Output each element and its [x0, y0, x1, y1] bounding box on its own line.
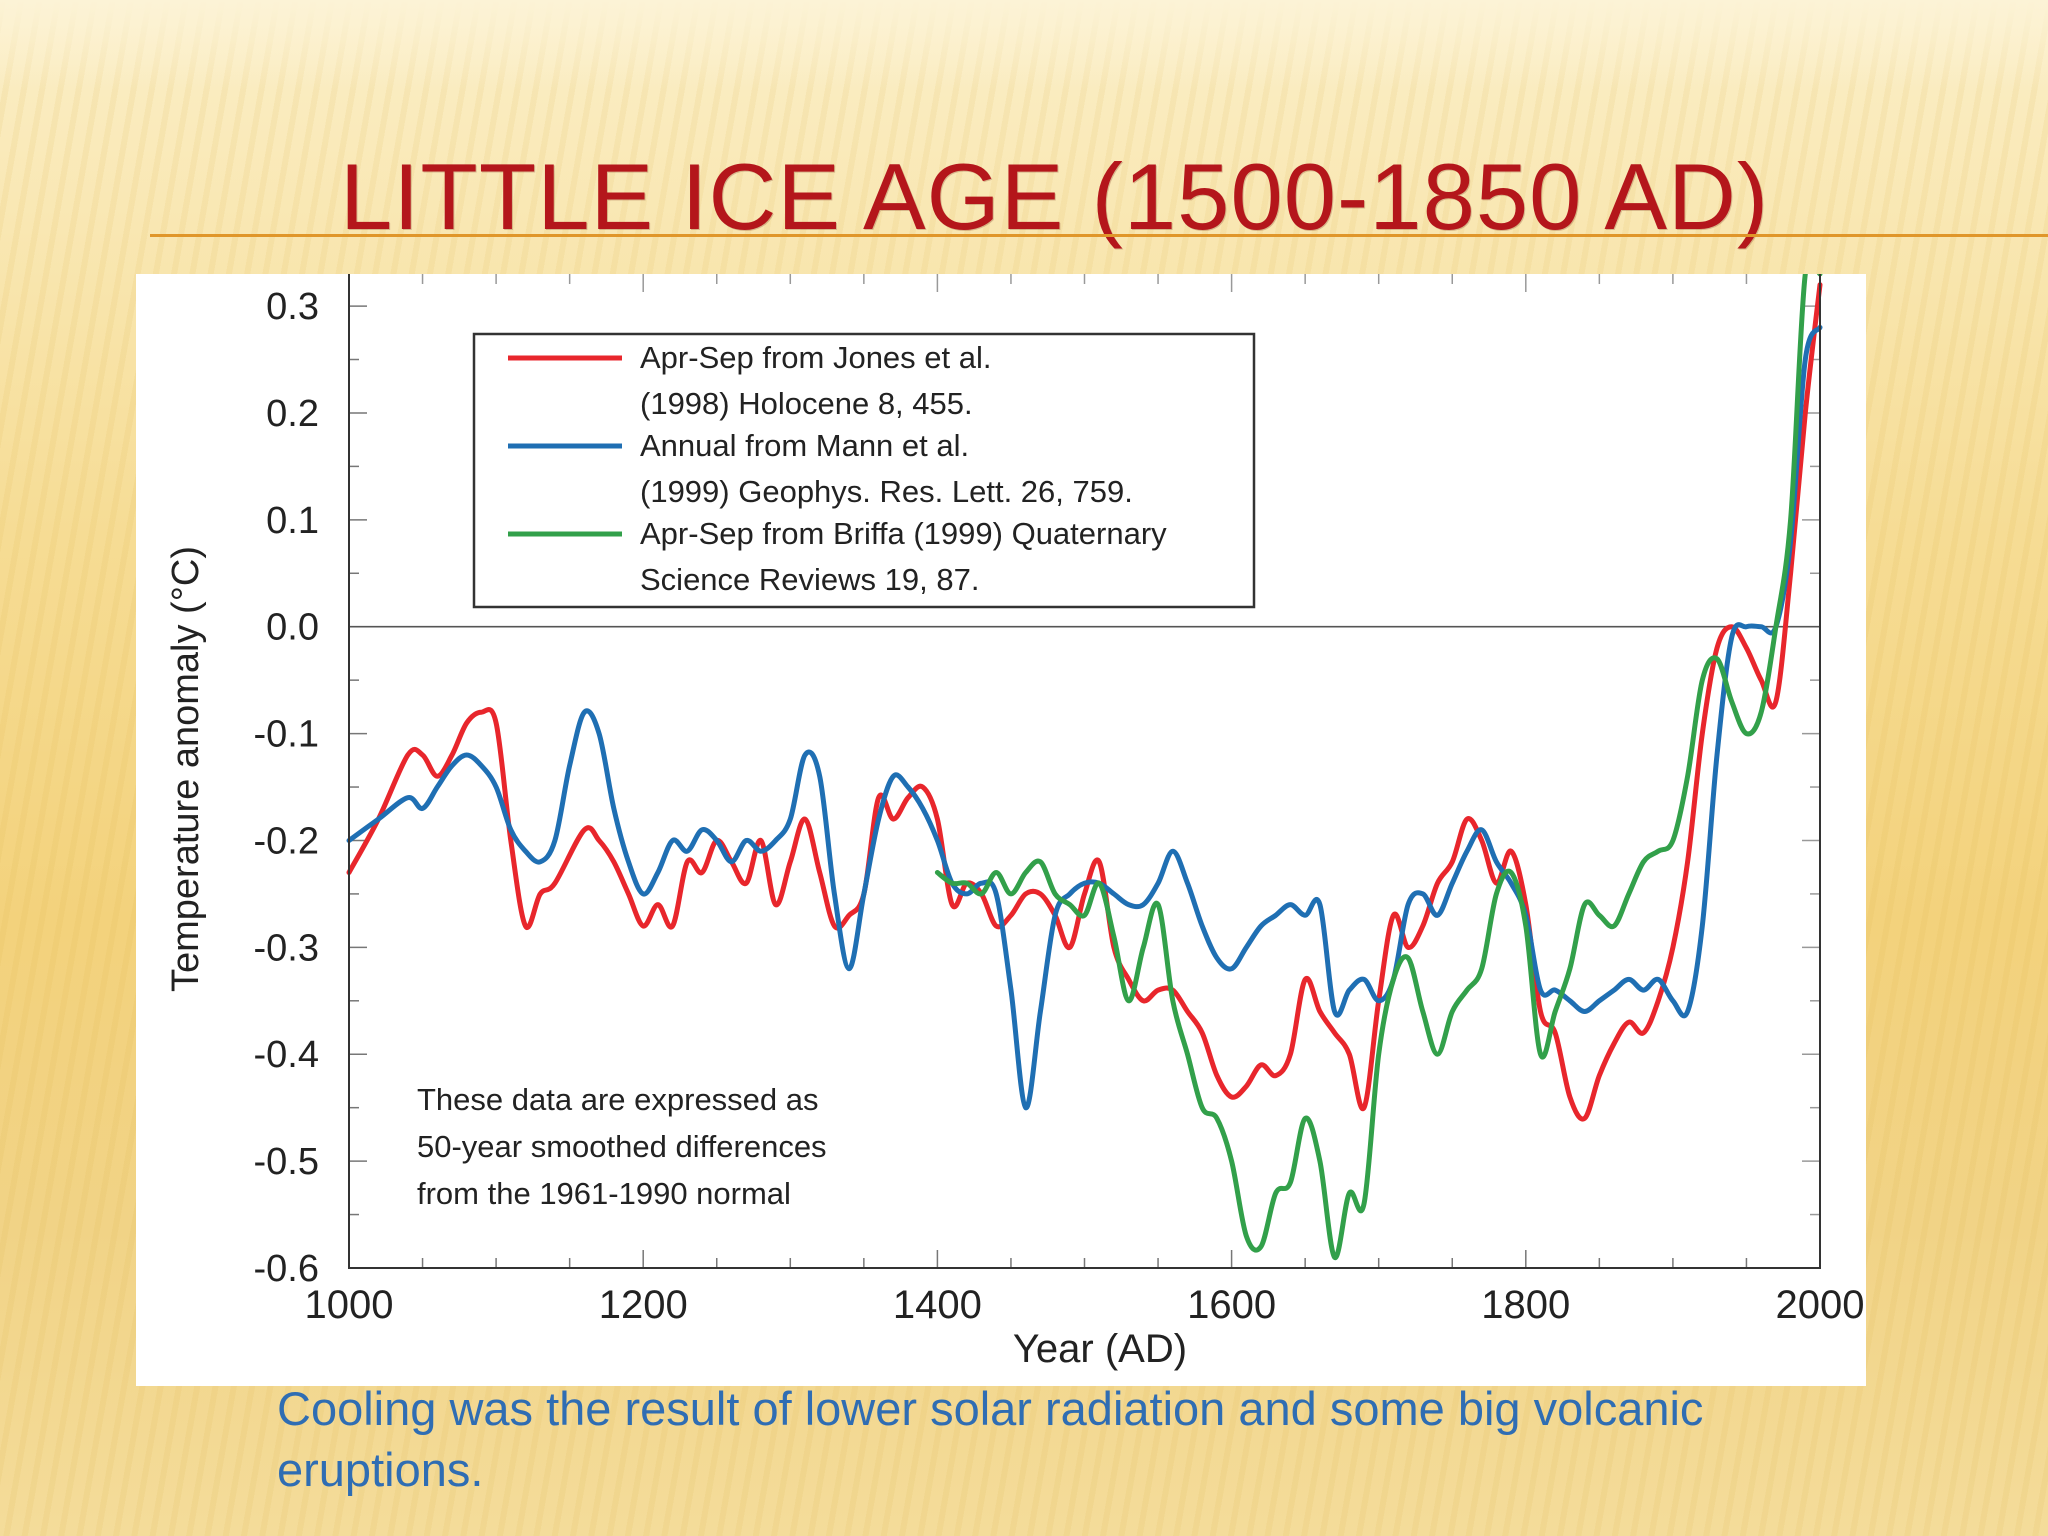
y-tick-label: -0.2	[254, 820, 319, 862]
y-tick-label: 0.1	[266, 500, 319, 542]
slide-caption: Cooling was the result of lower solar ra…	[277, 1382, 1704, 1496]
legend-label-briffa-1: Apr-Sep from Briffa (1999) Quaternary	[640, 516, 1167, 551]
temperature-chart: 0.3 0.2 0.1 0.0 -0.1 -0.2 -0.3 -0.4 -0.5 -0.6 100…	[165, 274, 1865, 1371]
series-lines	[346, 274, 1823, 1260]
y-tick-label: 0.2	[266, 393, 319, 435]
legend-label-mann-1: Annual from Mann et al.	[640, 428, 969, 463]
slide-title: LITTLE ICE AGE (1500-1850 AD)	[340, 144, 1770, 249]
x-tick-label: 1000	[305, 1283, 394, 1327]
x-tick-label: 1800	[1481, 1283, 1570, 1327]
legend-label-mann-2: (1999) Geophys. Res. Lett. 26, 759.	[640, 474, 1133, 509]
y-tick-label: -0.6	[254, 1248, 319, 1290]
x-axis-label: Year (AD)	[1013, 1327, 1187, 1371]
title-rule	[150, 234, 2048, 237]
legend-label-jones-1: Apr-Sep from Jones et al.	[640, 340, 992, 375]
y-tick-label: 0.0	[266, 607, 319, 649]
minor-ticks	[348, 274, 1821, 1269]
y-tick-label: -0.4	[254, 1034, 319, 1076]
y-tick-label: -0.1	[254, 714, 319, 756]
y-axis: 0.3 0.2 0.1 0.0 -0.1 -0.2 -0.3 -0.4 -0.5 -0.6	[254, 286, 319, 1290]
x-tick-label: 2000	[1776, 1283, 1865, 1327]
legend: Apr-Sep from Jones et al. (1998) Holocen…	[472, 332, 1256, 609]
y-tick-label: -0.3	[254, 927, 319, 969]
x-tick-label: 1600	[1187, 1283, 1276, 1327]
x-tick-label: 1400	[893, 1283, 982, 1327]
legend-box	[472, 332, 1256, 609]
smoothing-note-line-1: These data are expressed as	[417, 1082, 819, 1117]
x-axis: 1000 1200 1400 1600 1800 2000	[305, 1283, 1865, 1327]
y-axis-label: Temperature anomaly (°C)	[165, 546, 207, 992]
smoothing-note-line-3: from the 1961-1990 normal	[417, 1176, 791, 1211]
legend-label-briffa-2: Science Reviews 19, 87.	[640, 562, 979, 597]
y-tick-label: 0.3	[266, 286, 319, 328]
plot-frame	[348, 274, 1821, 1269]
x-tick-label: 1200	[599, 1283, 688, 1327]
slide-top-band	[0, 0, 2048, 90]
smoothing-note: These data are expressed as 50-year smoo…	[417, 1082, 827, 1211]
series-line-briffa	[934, 274, 1823, 1260]
smoothing-note-line-2: 50-year smoothed differences	[417, 1129, 827, 1164]
chart-panel: 0.3 0.2 0.1 0.0 -0.1 -0.2 -0.3 -0.4 -0.5 -0.6 100…	[136, 274, 1866, 1386]
y-tick-label: -0.5	[254, 1141, 319, 1183]
legend-label-jones-2: (1998) Holocene 8, 455.	[640, 386, 973, 421]
